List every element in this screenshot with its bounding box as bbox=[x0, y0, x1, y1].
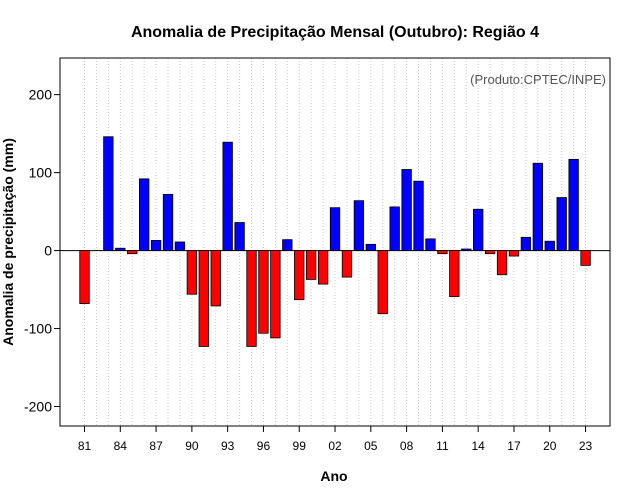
bar-1995 bbox=[246, 250, 257, 347]
y-tick-label: -100 bbox=[24, 321, 52, 337]
bar-1990 bbox=[186, 250, 198, 295]
bar-1993 bbox=[222, 141, 233, 251]
bar-1989 bbox=[174, 241, 186, 251]
bar-2014 bbox=[473, 208, 484, 251]
bar-1984 bbox=[115, 247, 126, 251]
bar-2008 bbox=[401, 169, 412, 251]
bar-2005 bbox=[365, 243, 376, 251]
bar-2002 bbox=[329, 207, 341, 251]
y-axis-label: Anomalia de precipitação (mm) bbox=[0, 138, 16, 346]
bar-2006 bbox=[377, 250, 388, 315]
x-tick-label: 81 bbox=[78, 439, 92, 453]
x-tick-label: 23 bbox=[579, 439, 593, 453]
x-tick-label: 02 bbox=[328, 439, 342, 453]
chart-title: Anomalia de Precipitação Mensal (Outubro… bbox=[131, 24, 539, 41]
x-tick-label: 87 bbox=[149, 439, 163, 453]
bar-2017 bbox=[508, 250, 520, 257]
bar-2022 bbox=[568, 158, 579, 251]
bar-2021 bbox=[556, 197, 567, 251]
bar-1987 bbox=[150, 240, 162, 251]
x-tick-label: 11 bbox=[436, 439, 449, 453]
bar-1981 bbox=[79, 250, 90, 304]
bar-1997 bbox=[270, 250, 281, 339]
bar-1991 bbox=[198, 250, 209, 347]
y-tick-label: 200 bbox=[29, 87, 53, 103]
x-axis-label: Ano bbox=[320, 468, 347, 484]
x-tick-label: 96 bbox=[257, 439, 271, 453]
bar-2001 bbox=[317, 250, 329, 285]
x-tick-label: 05 bbox=[364, 439, 378, 453]
x-tick-label: 90 bbox=[185, 439, 199, 453]
bar-1988 bbox=[162, 194, 174, 251]
bar-1996 bbox=[258, 250, 269, 334]
bar-1992 bbox=[210, 250, 221, 307]
bar-2019 bbox=[532, 162, 543, 251]
x-tick-label: 93 bbox=[221, 439, 235, 453]
bar-2016 bbox=[496, 250, 508, 276]
bar-2000 bbox=[306, 250, 317, 280]
bar-1983 bbox=[103, 136, 114, 251]
y-tick-label: 0 bbox=[44, 243, 52, 259]
x-tick-label: 08 bbox=[400, 439, 414, 453]
bar-1986 bbox=[138, 178, 150, 251]
x-axis: 81 84 87 90 93 96 99 02 05 08 11 14 17 20 23 bbox=[78, 426, 593, 453]
source-note: (Produto:CPTEC/INPE) bbox=[470, 72, 606, 87]
bar-2009 bbox=[413, 180, 424, 251]
bar-2018 bbox=[520, 236, 532, 251]
bar-2012 bbox=[449, 250, 460, 297]
bar-2023 bbox=[580, 250, 591, 266]
bar-2007 bbox=[389, 206, 400, 251]
bar-2004 bbox=[353, 200, 365, 251]
bar-1994 bbox=[234, 222, 245, 251]
y-axis: -200 -100 0 100 200 bbox=[24, 87, 60, 415]
bar-2013 bbox=[461, 248, 472, 251]
bar-2011 bbox=[437, 250, 448, 255]
x-tick-label: 14 bbox=[472, 439, 486, 453]
bar-2020 bbox=[544, 240, 555, 251]
bar-1998 bbox=[282, 239, 293, 251]
x-tick-label: 20 bbox=[543, 439, 557, 453]
x-tick-label: 99 bbox=[293, 439, 307, 453]
y-tick-label: 100 bbox=[29, 165, 53, 181]
x-tick-label: 17 bbox=[507, 439, 521, 453]
bars bbox=[79, 136, 591, 347]
bar-2003 bbox=[341, 250, 353, 278]
bar-1999 bbox=[294, 250, 305, 301]
y-tick-label: -200 bbox=[24, 399, 52, 415]
bar-2015 bbox=[484, 250, 496, 255]
bar-1985 bbox=[127, 250, 138, 255]
x-tick-label: 84 bbox=[114, 439, 128, 453]
bar-2010 bbox=[425, 238, 436, 251]
